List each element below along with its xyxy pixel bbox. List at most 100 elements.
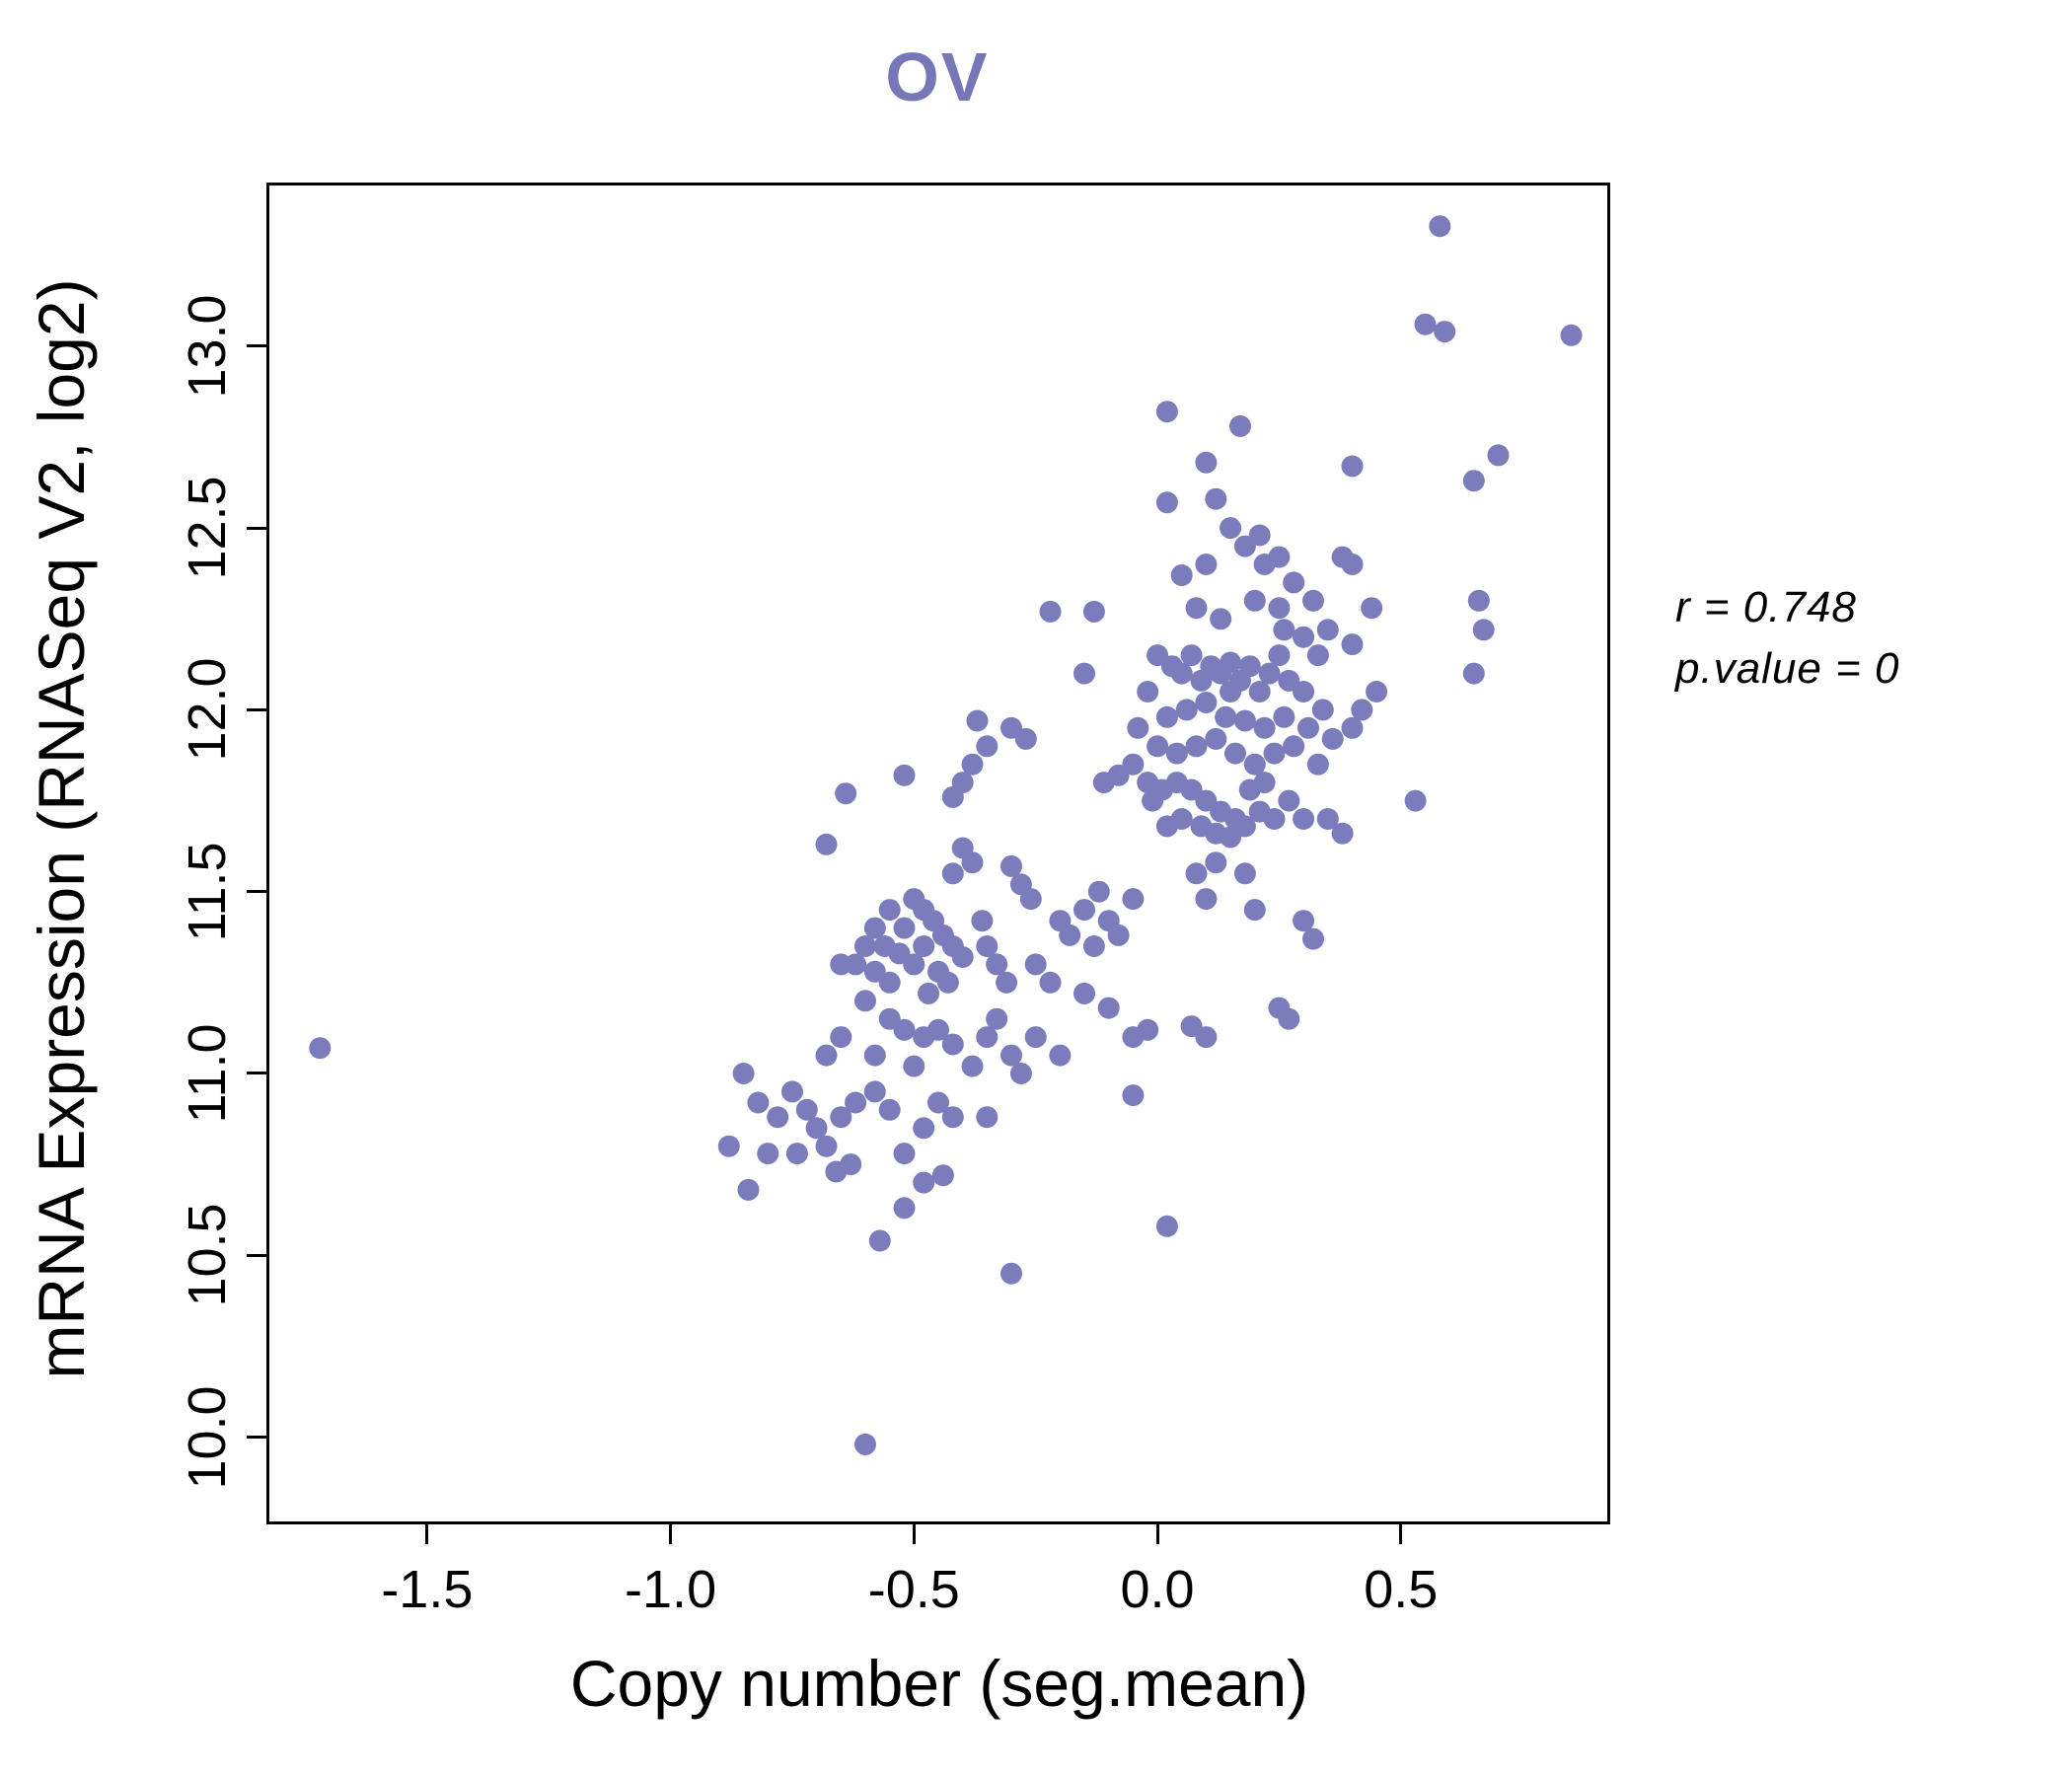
y-tick-label: 10.5 xyxy=(178,1203,237,1307)
scatter-point xyxy=(1283,735,1305,758)
x-tick-label: -0.5 xyxy=(867,1560,960,1619)
scatter-point xyxy=(1220,517,1242,540)
scatter-point xyxy=(717,1135,740,1157)
x-tick-mark xyxy=(425,1524,429,1544)
scatter-point xyxy=(1155,491,1178,514)
scatter-point xyxy=(1404,789,1427,812)
scatter-point xyxy=(815,1044,838,1067)
scatter-point xyxy=(1024,953,1047,976)
scatter-point xyxy=(1283,571,1305,594)
scatter-point xyxy=(1019,888,1042,911)
scatter-point xyxy=(878,1098,901,1121)
scatter-point xyxy=(1331,546,1354,568)
scatter-point xyxy=(1414,313,1437,335)
scatter-point xyxy=(1224,742,1246,765)
x-tick-label: -1.0 xyxy=(625,1560,717,1619)
scatter-point xyxy=(1293,626,1315,648)
scatter-point xyxy=(1366,681,1388,703)
y-tick-mark xyxy=(247,1072,266,1075)
scatter-point xyxy=(1195,692,1218,713)
scatter-point xyxy=(1233,709,1256,732)
scatter-point xyxy=(951,946,974,968)
scatter-point xyxy=(1082,935,1105,957)
scatter-point xyxy=(1233,815,1256,838)
scatter-point xyxy=(1107,924,1130,946)
scatter-point xyxy=(1127,716,1149,739)
scatter-point xyxy=(732,1063,755,1084)
x-axis-label: Copy number (seg.mean) xyxy=(569,1647,1309,1720)
scatter-point xyxy=(830,1106,852,1129)
scatter-point xyxy=(1205,727,1227,750)
scatter-point xyxy=(1142,789,1164,812)
scatter-point xyxy=(1258,662,1281,685)
scatter-point xyxy=(913,1171,935,1194)
scatter-point xyxy=(1434,321,1456,343)
scatter-point xyxy=(1024,1026,1047,1049)
scatter-point xyxy=(781,1080,803,1103)
pvalue-text: p.value = 0 xyxy=(1675,643,1900,693)
scatter-point xyxy=(1170,564,1193,586)
scatter-point xyxy=(966,709,989,732)
scatter-point xyxy=(1233,862,1256,885)
scatter-point xyxy=(1278,1007,1300,1030)
scatter-point xyxy=(757,1143,779,1165)
scatter-point xyxy=(971,910,994,932)
scatter-point xyxy=(1155,815,1178,838)
scatter-point xyxy=(1009,1063,1032,1084)
scatter-point xyxy=(1306,753,1329,776)
scatter-point xyxy=(1215,705,1237,728)
scatter-point xyxy=(767,1106,789,1129)
scatter-point xyxy=(835,782,857,805)
y-tick-mark xyxy=(247,1253,266,1257)
scatter-point xyxy=(854,1433,876,1455)
scatter-point xyxy=(873,935,896,957)
scatter-point xyxy=(1560,324,1583,346)
scatter-point xyxy=(1293,910,1315,932)
scatter-point xyxy=(795,1098,818,1121)
scatter-point xyxy=(1306,644,1329,667)
scatter-point xyxy=(1170,662,1193,685)
scatter-point xyxy=(1180,644,1203,667)
y-tick-mark xyxy=(247,526,266,530)
scatter-point xyxy=(976,735,999,758)
scatter-point xyxy=(1462,470,1485,492)
scatter-point xyxy=(1000,1044,1022,1067)
y-tick-mark xyxy=(247,707,266,711)
stats-annotation: r = 0.748 p.value = 0 xyxy=(1675,577,1900,699)
scatter-point xyxy=(1316,619,1339,641)
scatter-point xyxy=(863,1080,886,1103)
y-axis-label: mRNA Expression (RNASeq V2, log2) xyxy=(25,278,98,1379)
scatter-point xyxy=(1243,899,1266,922)
x-tick-mark xyxy=(669,1524,673,1544)
scatter-point xyxy=(1039,600,1062,623)
scatter-point xyxy=(1165,742,1188,765)
scatter-point xyxy=(1185,597,1208,620)
scatter-point xyxy=(1253,716,1276,739)
scatter-point xyxy=(1302,927,1324,950)
y-tick-mark xyxy=(247,1436,266,1440)
y-tick-label: 12.5 xyxy=(178,476,237,580)
scatter-point xyxy=(1220,651,1242,674)
scatter-point xyxy=(1361,597,1383,620)
scatter-point xyxy=(893,764,916,786)
scatter-point xyxy=(1097,997,1120,1019)
scatter-point xyxy=(1268,644,1291,667)
scatter-point xyxy=(941,862,964,885)
scatter-point xyxy=(737,1178,760,1201)
scatter-point xyxy=(1268,546,1291,568)
y-tick-mark xyxy=(247,890,266,894)
scatter-point xyxy=(1487,444,1510,467)
scatter-point xyxy=(927,1018,949,1041)
scatter-point xyxy=(1341,716,1364,739)
scatter-point xyxy=(1185,862,1208,885)
scatter-point xyxy=(845,1091,867,1114)
scatter-point xyxy=(976,1106,999,1129)
scatter-point xyxy=(941,1106,964,1129)
scatter-point xyxy=(1293,681,1315,703)
y-tick-label: 11.5 xyxy=(178,842,237,942)
scatter-point xyxy=(913,1117,935,1140)
scatter-point xyxy=(1195,888,1218,911)
y-tick-label: 12.0 xyxy=(178,657,237,762)
scatter-point xyxy=(986,953,1008,976)
scatter-point xyxy=(747,1091,770,1114)
